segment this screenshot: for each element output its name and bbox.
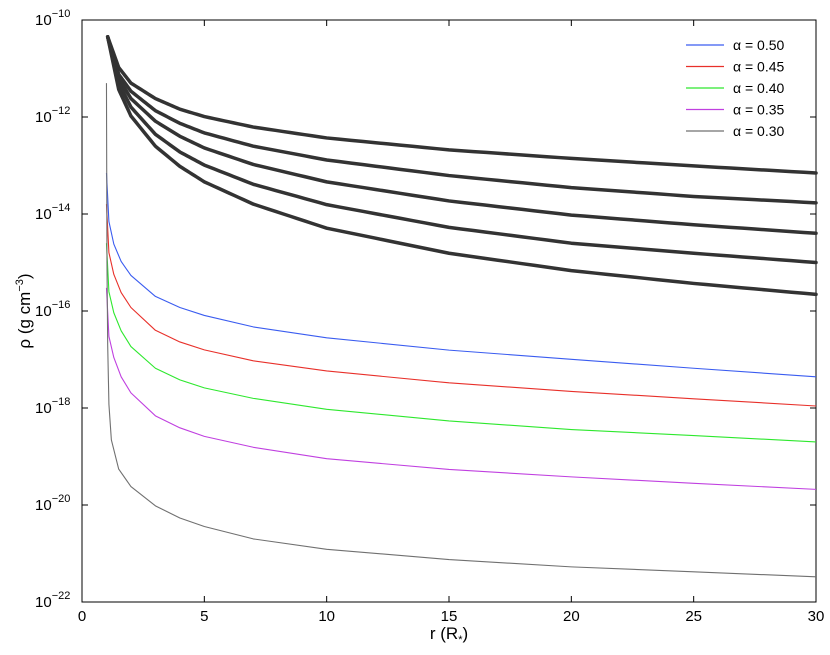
legend-label: α = 0.50	[733, 37, 785, 53]
reference-curve-4	[105, 35, 818, 265]
y-tick-label: 10−12	[35, 105, 70, 126]
reference-curve-5	[105, 35, 818, 297]
series-line-2	[105, 204, 817, 407]
reference-curve-3	[105, 35, 818, 236]
y-tick-label: 10−14	[35, 202, 70, 223]
x-axis-label: r (R*)	[430, 624, 468, 646]
legend-label: α = 0.45	[733, 59, 785, 75]
series-line-3	[105, 243, 817, 443]
legend-label: α = 0.40	[733, 80, 785, 96]
legend-label: α = 0.35	[733, 102, 785, 118]
x-axis-ticks: 0 5 10 15 20 25 30	[78, 20, 825, 625]
y-axis-ticks: 10−22 10−20 10−18 10−16 10−14 10−12 10−10	[35, 8, 816, 611]
y-tick-label: 10−10	[35, 8, 70, 29]
x-tick-label: 0	[78, 608, 86, 625]
y-tick-label: 10−20	[35, 493, 70, 514]
y-tick-label: 10−22	[35, 590, 70, 611]
reference-curves	[105, 35, 818, 297]
reference-curve-1	[105, 35, 818, 175]
legend-label: α = 0.30	[733, 123, 785, 139]
y-tick-label: 10−18	[35, 396, 70, 417]
x-tick-label: 15	[441, 608, 458, 625]
x-tick-label: 30	[808, 608, 825, 625]
series-line-5	[105, 83, 817, 578]
y-tick-label: 10−16	[35, 299, 70, 320]
series-line-1	[105, 172, 817, 378]
y-axis-label: ρ (g cm−3)	[14, 273, 34, 348]
legend: α = 0.50 α = 0.45 α = 0.40 α = 0.35 α = 0.30	[680, 33, 808, 147]
legend-box	[680, 33, 808, 147]
reference-curve-2	[105, 35, 818, 205]
series-lines	[105, 83, 817, 578]
series-line-4	[105, 287, 817, 490]
x-tick-label: 5	[200, 608, 208, 625]
x-tick-label: 10	[318, 608, 335, 625]
x-tick-label: 25	[685, 608, 702, 625]
x-tick-label: 20	[563, 608, 580, 625]
